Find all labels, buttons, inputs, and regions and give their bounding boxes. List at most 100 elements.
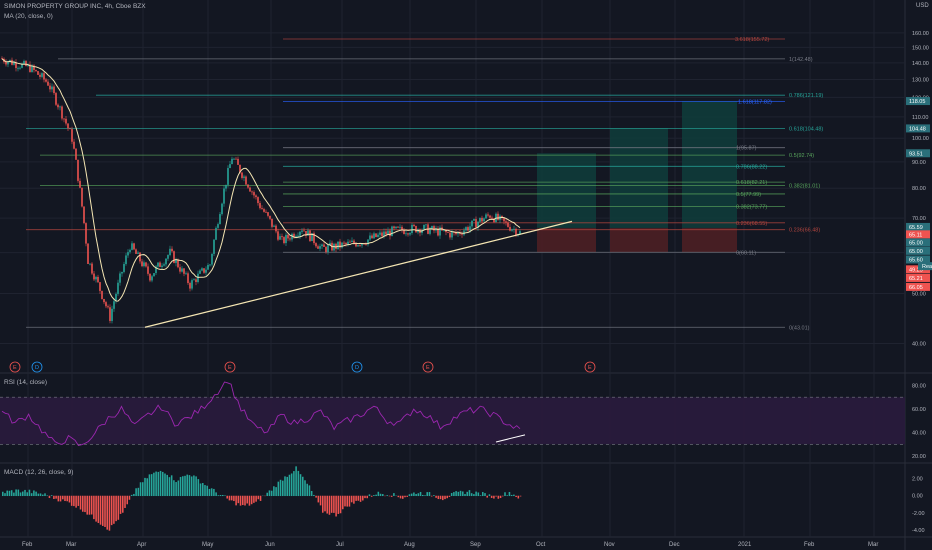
macd-histogram-bar (35, 491, 37, 497)
macd-histogram-bar (382, 494, 384, 497)
target-zone (682, 101, 737, 228)
candle-body (413, 224, 415, 227)
candle-body (439, 227, 441, 236)
macd-histogram-bar (19, 492, 22, 497)
macd-histogram-bar (355, 495, 357, 501)
macd-histogram-bar (322, 495, 324, 513)
candle-body (163, 264, 165, 266)
candle-body (453, 232, 455, 233)
candle-body (149, 273, 151, 281)
candle-body (107, 306, 109, 308)
candle-body (67, 123, 69, 129)
candle-body (383, 231, 385, 237)
candle-body (111, 308, 113, 321)
macd-histogram-bar (199, 483, 202, 497)
candle-body (455, 232, 457, 235)
candle-body (443, 230, 445, 231)
candle-body (21, 63, 23, 68)
candle-body (285, 234, 287, 244)
macd-histogram-bar (519, 495, 522, 497)
candle-body (201, 268, 203, 271)
candle-body (79, 180, 81, 188)
macd-histogram-bar (79, 495, 82, 510)
candle-body (289, 238, 291, 240)
candle-body (369, 235, 371, 240)
macd-histogram-bar (139, 482, 142, 497)
macd-histogram-bar (10, 490, 13, 497)
candle-body (451, 232, 453, 238)
macd-histogram-bar (506, 495, 508, 497)
candle-body (315, 243, 317, 247)
candle-body (371, 235, 373, 239)
candle-body (121, 271, 123, 274)
candle-body (297, 235, 299, 237)
x-tick-label: Apr (137, 542, 146, 548)
candle-body (31, 65, 33, 72)
candle-body (43, 73, 45, 80)
x-tick-label: Feb (22, 542, 33, 548)
candle-body (457, 232, 459, 235)
candle-body (99, 282, 101, 291)
candle-body (127, 252, 129, 256)
candle-body (35, 69, 37, 72)
rsi-pane-label[interactable]: RSI (14, close) (4, 379, 47, 386)
candle-body (399, 226, 401, 228)
macd-histogram-bar (110, 495, 113, 526)
macd-histogram-bar (468, 490, 471, 497)
candle-body (185, 273, 187, 275)
price-badge-label: 104.48 (909, 126, 926, 132)
candle-body (39, 74, 41, 77)
macd-histogram-bar (346, 495, 348, 507)
ma-indicator-legend[interactable]: MA (20, close, 0) (4, 13, 53, 20)
candle-body (135, 249, 137, 254)
price-badge-label: 66.05 (909, 285, 923, 291)
x-tick-label: Nov (604, 542, 615, 548)
macd-histogram-bar (339, 495, 342, 514)
macd-histogram-bar (295, 466, 297, 497)
candle-body (193, 279, 195, 281)
macd-histogram-bar (108, 495, 111, 531)
macd-histogram-bar (248, 495, 251, 506)
event-marker-label: E (228, 365, 232, 371)
macd-histogram-bar (44, 493, 46, 497)
stop-zone (682, 227, 737, 253)
macd-histogram-bar (179, 476, 182, 497)
x-tick-label: Mar (868, 542, 878, 548)
event-marker (31, 361, 43, 373)
macd-histogram-bar (17, 489, 20, 497)
price-badge-label: 65.00 (909, 249, 923, 255)
macd-histogram-bar (330, 495, 333, 513)
macd-histogram-bar (357, 495, 360, 501)
candle-body (295, 236, 297, 238)
price-badge (906, 273, 930, 282)
macd-histogram-bar (319, 495, 322, 506)
candle-body (239, 164, 241, 173)
candle-body (91, 263, 93, 274)
macd-histogram-bar (137, 487, 140, 497)
macd-histogram-bar (455, 491, 457, 497)
macd-histogram-bar (68, 495, 71, 503)
fib-level-label: 0(60.11) (736, 250, 756, 256)
macd-histogram-bar (284, 476, 286, 497)
macd-histogram-bar (253, 495, 255, 503)
macd-histogram-bar (190, 476, 193, 497)
candle-body (493, 218, 495, 223)
price-badge-label: 65.21 (909, 276, 923, 282)
candle-body (73, 141, 75, 149)
fib-level-label: 0.618(104.48) (789, 126, 823, 132)
macd-histogram-bar (175, 482, 177, 497)
macd-histogram-bar (148, 474, 151, 497)
macd-histogram-bar (37, 493, 40, 497)
macd-pane-label[interactable]: MACD (12, 26, close, 9) (4, 469, 74, 476)
macd-histogram-bar (379, 493, 382, 497)
macd-histogram-bar (453, 492, 455, 497)
price-badge (906, 282, 930, 291)
candle-body (241, 172, 243, 178)
macd-histogram-bar (482, 492, 484, 497)
candle-body (23, 61, 25, 64)
candle-body (147, 266, 149, 274)
candle-body (323, 244, 325, 247)
candle-body (393, 226, 395, 229)
candle-body (303, 230, 305, 232)
